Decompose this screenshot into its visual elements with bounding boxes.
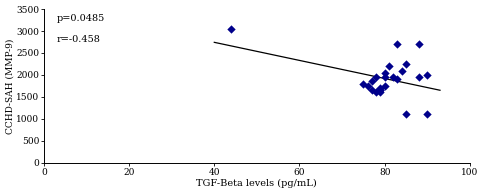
- Point: [385, 65, 393, 68]
- Point: [360, 82, 367, 85]
- Y-axis label: CCHD-SAH (MMP-9): CCHD-SAH (MMP-9): [5, 38, 15, 133]
- Point: [377, 89, 384, 92]
- Point: [398, 69, 406, 72]
- Point: [377, 89, 384, 92]
- Point: [389, 75, 397, 79]
- Point: [415, 43, 423, 46]
- Point: [415, 75, 423, 79]
- Point: [377, 87, 384, 90]
- Point: [377, 91, 384, 94]
- Point: [372, 75, 380, 79]
- Text: p=0.0485: p=0.0485: [57, 14, 105, 23]
- Point: [364, 84, 372, 87]
- Text: r=-0.458: r=-0.458: [57, 35, 101, 44]
- Point: [402, 113, 410, 116]
- Point: [424, 113, 431, 116]
- Point: [368, 80, 376, 83]
- Point: [393, 78, 401, 81]
- Point: [227, 27, 235, 30]
- Point: [368, 89, 376, 92]
- Point: [424, 73, 431, 76]
- Point: [372, 91, 380, 94]
- Point: [381, 71, 389, 74]
- Point: [393, 43, 401, 46]
- Point: [381, 84, 389, 87]
- Point: [381, 75, 389, 79]
- X-axis label: TGF-Beta levels (pg/mL): TGF-Beta levels (pg/mL): [197, 179, 317, 188]
- Point: [402, 62, 410, 65]
